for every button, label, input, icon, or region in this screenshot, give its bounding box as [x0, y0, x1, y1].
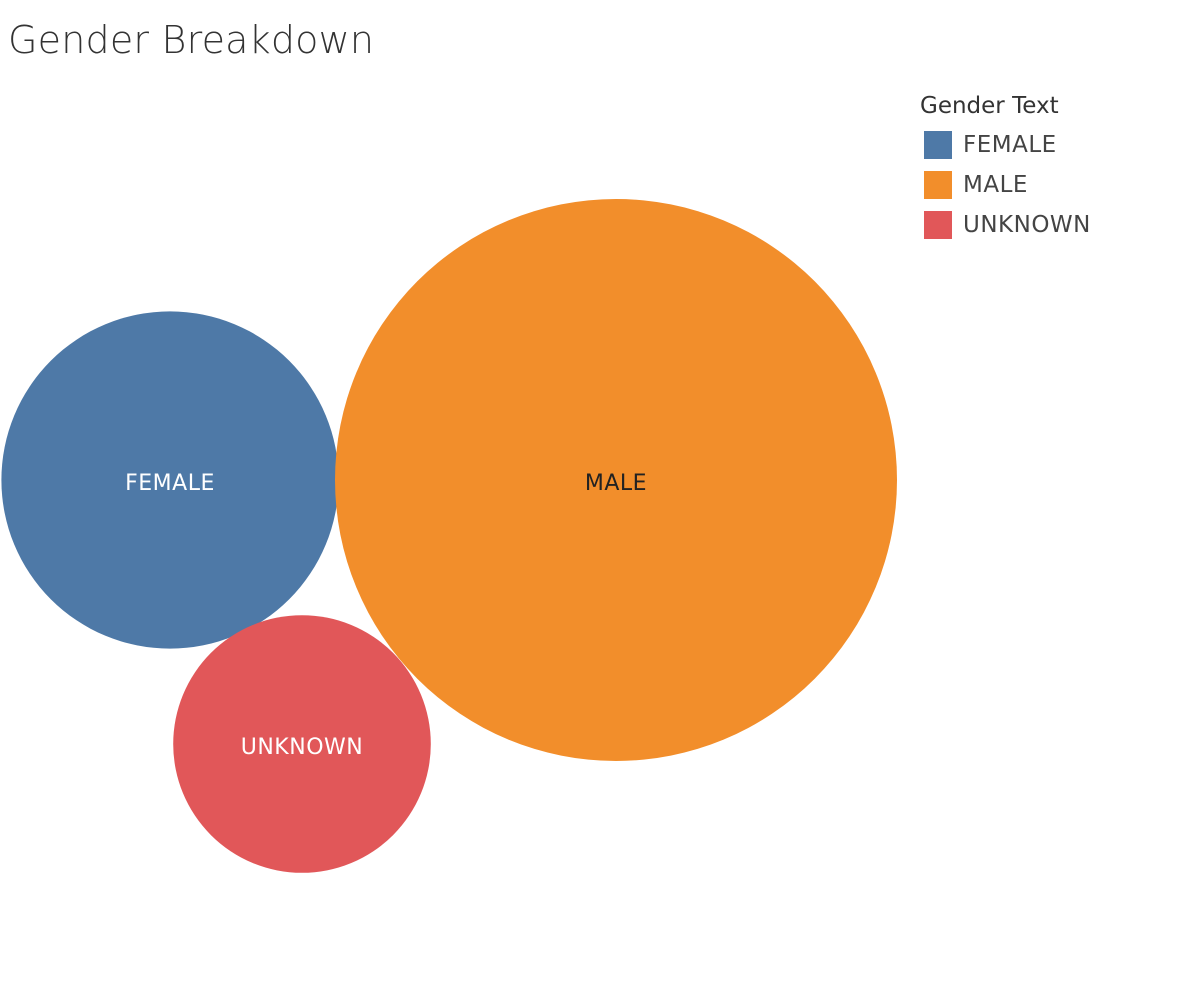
bubble-label-unknown: UNKNOWN — [241, 735, 363, 760]
legend-swatch-female — [924, 131, 952, 159]
legend-item-unknown[interactable]: UNKNOWN — [924, 205, 1180, 245]
bubble-label-male: MALE — [585, 471, 647, 496]
legend: Gender Text FEMALE MALE UNKNOWN — [920, 93, 1180, 245]
bubble-male[interactable] — [335, 199, 897, 761]
legend-item-male[interactable]: MALE — [924, 165, 1180, 205]
legend-label: UNKNOWN — [963, 212, 1091, 238]
bubble-label-female: FEMALE — [125, 471, 215, 496]
legend-swatch-male — [924, 171, 952, 199]
legend-title: Gender Text — [920, 93, 1059, 119]
legend-item-female[interactable]: FEMALE — [924, 125, 1180, 165]
legend-label: MALE — [963, 172, 1028, 198]
bubble-female[interactable] — [1, 311, 339, 649]
bubble-unknown[interactable] — [173, 615, 431, 873]
chart-title: Gender Breakdown — [8, 18, 375, 62]
legend-swatch-unknown — [924, 211, 952, 239]
legend-label: FEMALE — [963, 132, 1057, 158]
